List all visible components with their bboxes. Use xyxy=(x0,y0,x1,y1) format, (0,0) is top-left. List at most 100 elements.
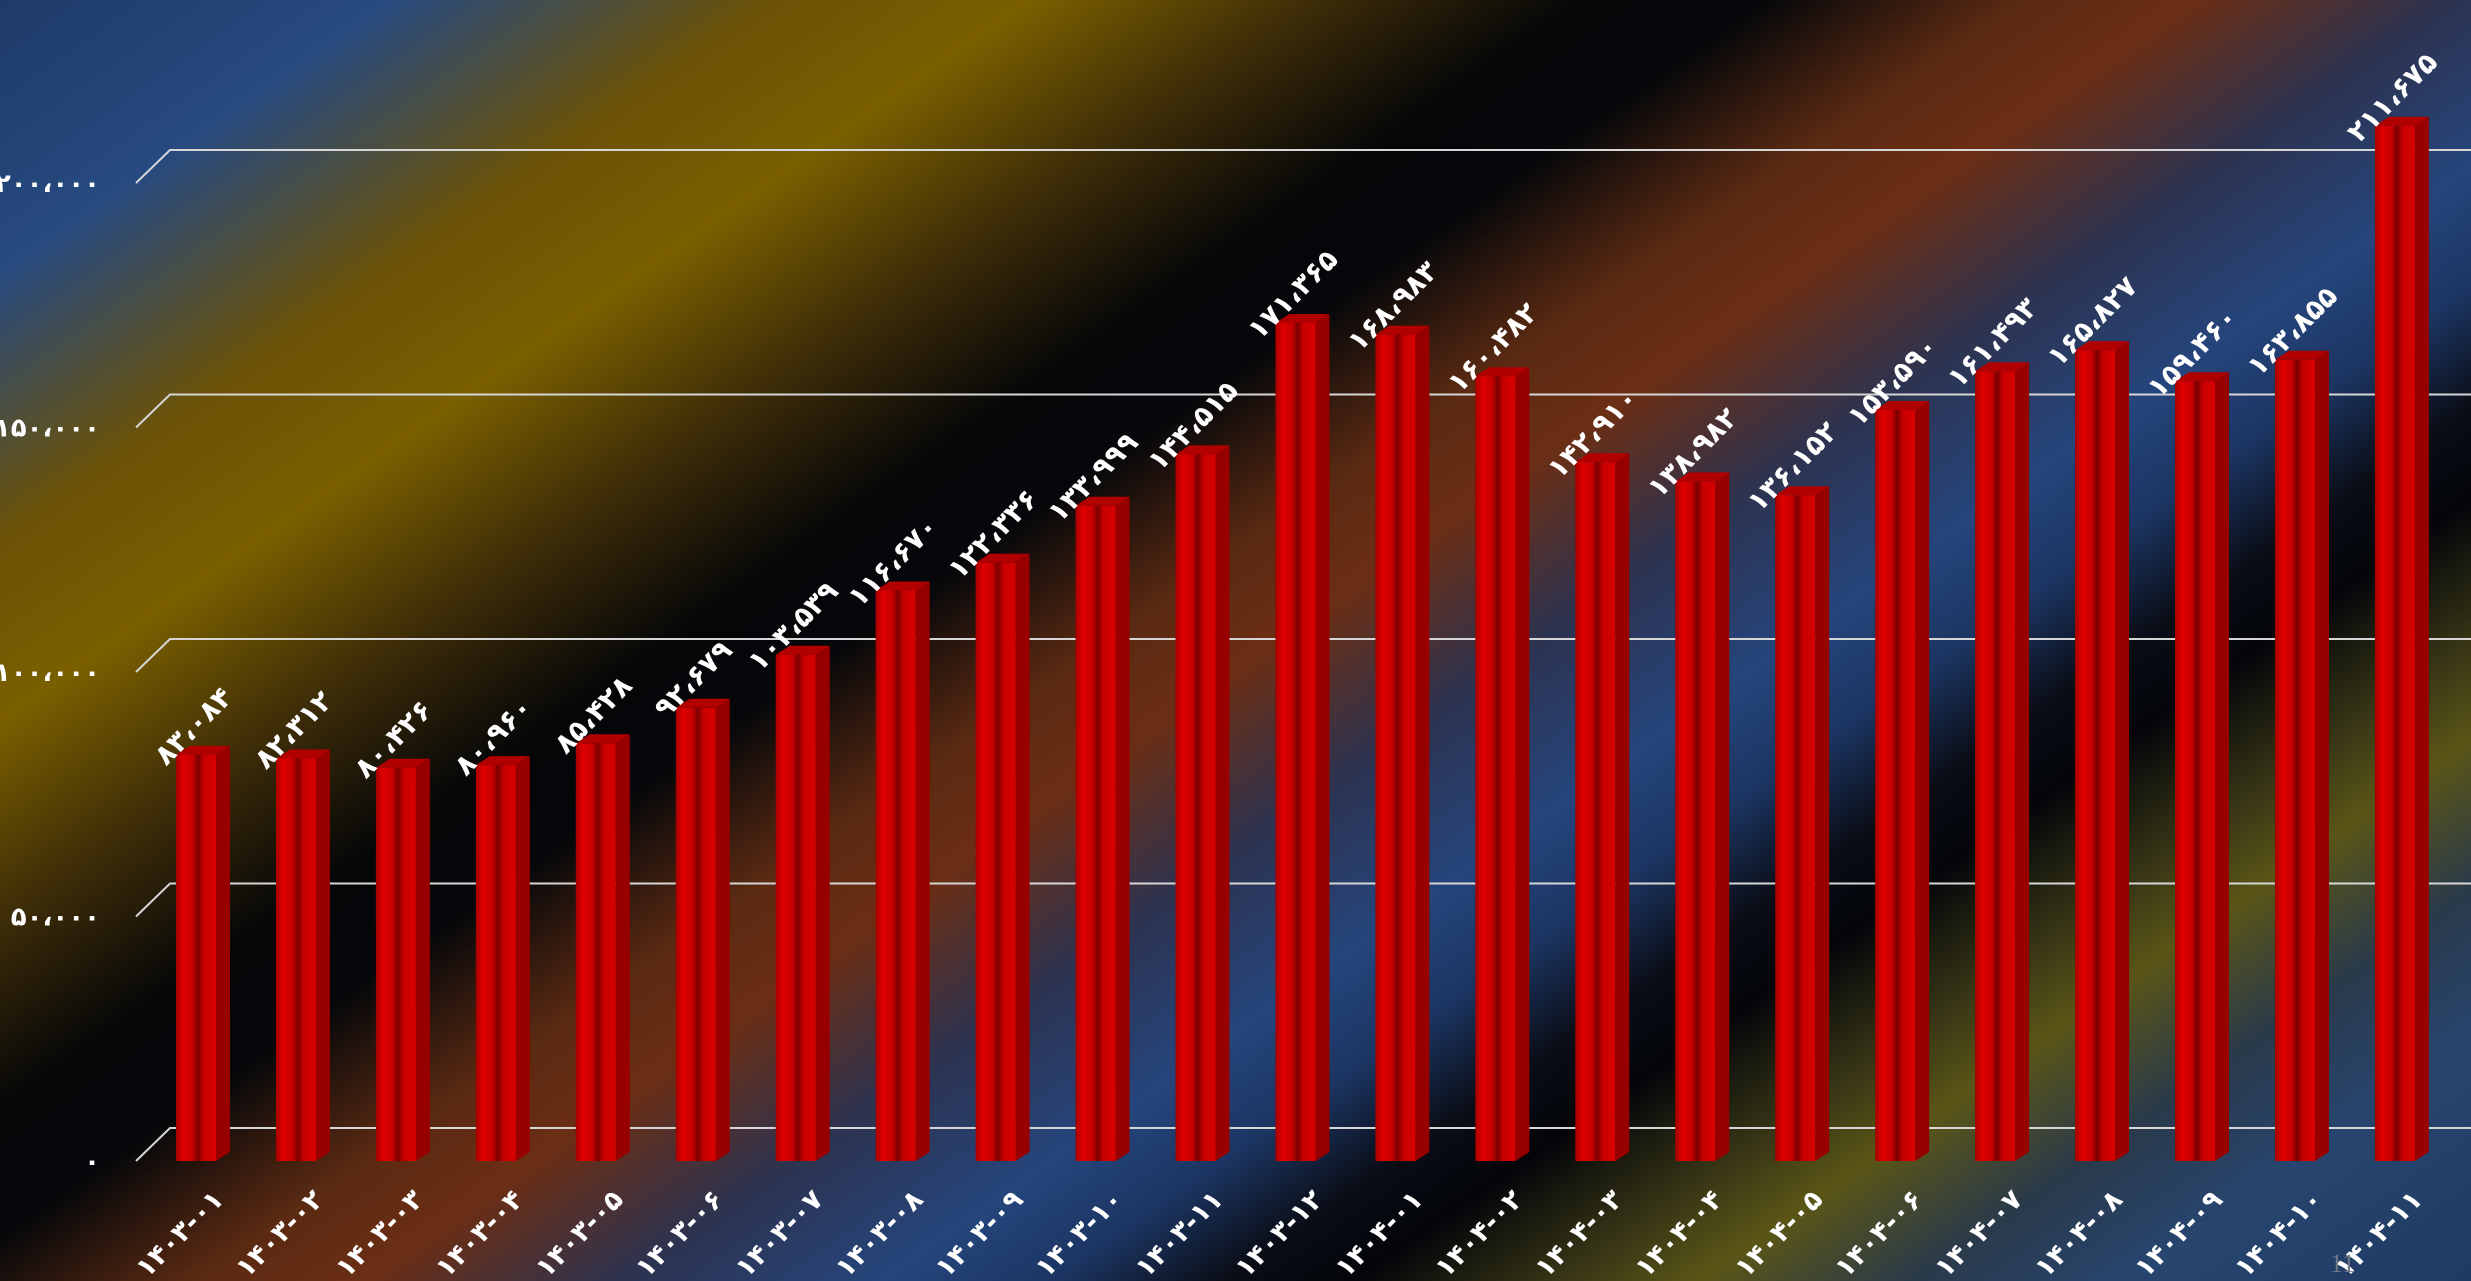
bar xyxy=(1275,314,1330,1161)
bar-top xyxy=(1775,486,1830,496)
y-tick-label: ۱۵۰،۰۰۰ xyxy=(0,414,100,444)
x-tick-label: ۱۴۰۳-۰۹ xyxy=(930,1184,1030,1281)
bar-top xyxy=(275,749,330,759)
bar xyxy=(275,749,330,1161)
bar-side xyxy=(615,734,630,1161)
x-tick-label: ۱۴۰۳-۰۲ xyxy=(230,1184,330,1281)
bar-side xyxy=(715,698,730,1161)
bar-side xyxy=(2015,362,2030,1162)
bar xyxy=(1775,486,1830,1162)
x-tick-label: ۱۴۰۴-۰۷ xyxy=(1929,1184,2029,1281)
bar xyxy=(2274,350,2329,1162)
bar-side xyxy=(1215,445,1230,1161)
bar-front xyxy=(2274,359,2315,1162)
bar xyxy=(2374,116,2429,1161)
bar-side xyxy=(1515,367,1530,1161)
y-axis: ۰ ۵۰،۰۰۰ ۱۰۰،۰۰۰ ۱۵۰،۰۰۰ ۲۰۰،۰۰۰ xyxy=(0,169,100,1177)
bar xyxy=(2175,372,2229,1161)
gridline xyxy=(135,393,2471,429)
y-tick-label: ۰ xyxy=(84,1147,100,1177)
bar xyxy=(375,758,430,1161)
bar-top xyxy=(775,645,830,655)
bar-top xyxy=(675,698,730,708)
bar-side xyxy=(1115,496,1130,1162)
slide-page-number: 11 xyxy=(2329,1249,2355,1278)
bar-top xyxy=(1975,362,2030,372)
x-tick-label: ۱۴۰۴-۰۶ xyxy=(1829,1184,1929,1281)
bar-front xyxy=(275,758,316,1161)
x-tick-label: ۱۴۰۴-۰۱ xyxy=(1330,1184,1430,1281)
bar-side xyxy=(1615,453,1630,1161)
bar xyxy=(1375,325,1430,1162)
x-tick-label: ۱۴۰۳-۰۷ xyxy=(730,1184,830,1281)
bar-front xyxy=(1375,334,1416,1162)
bar xyxy=(575,734,630,1161)
bar-front xyxy=(1175,454,1216,1161)
bar-top xyxy=(875,581,930,591)
bar-top xyxy=(1575,453,1630,463)
bar-top xyxy=(2274,350,2329,360)
bar-side xyxy=(1315,314,1330,1161)
bar-front xyxy=(176,754,216,1161)
bar-front xyxy=(1675,481,1716,1161)
gridline xyxy=(135,149,2471,184)
bar-top xyxy=(2075,341,2130,351)
x-tick-label: ۱۴۰۴-۰۵ xyxy=(1729,1184,1829,1281)
x-axis: ۱۴۰۳-۰۱ ۱۴۰۳-۰۲ ۱۴۰۳-۰۳ ۱۴۰۳-۰۴ ۱۴۰۳-۰۵ ۱۴۰۳-… xyxy=(130,1184,2429,1281)
bar-front xyxy=(1775,495,1816,1162)
bar xyxy=(1975,362,2030,1162)
bar-front xyxy=(1875,409,1916,1161)
x-tick-label: ۱۴۰۴-۰۹ xyxy=(2129,1184,2229,1281)
bar-front xyxy=(375,767,416,1161)
bar-top xyxy=(375,758,430,768)
bars xyxy=(176,116,2429,1162)
bar-top xyxy=(2175,372,2229,382)
bar-top xyxy=(176,745,230,755)
x-tick-label: ۱۴۰۳-۱۱ xyxy=(1130,1184,1230,1281)
bar xyxy=(2075,341,2130,1161)
bar-front xyxy=(1075,505,1116,1162)
bar-top xyxy=(475,756,530,766)
bar-side xyxy=(1815,486,1830,1162)
bar-side xyxy=(415,758,430,1161)
bar-top xyxy=(1275,314,1330,324)
x-tick-label: ۱۴۰۴-۰۳ xyxy=(1529,1184,1629,1281)
x-tick-label: ۱۴۰۳-۰۴ xyxy=(430,1184,530,1281)
bar-top xyxy=(975,553,1030,563)
bar-top xyxy=(1675,472,1730,482)
bar-front xyxy=(1975,371,2016,1162)
bar xyxy=(675,698,730,1161)
bar-front xyxy=(675,707,716,1161)
bar xyxy=(775,645,830,1161)
bar xyxy=(176,745,230,1161)
bar-front xyxy=(575,743,616,1161)
bar-top xyxy=(1875,400,1930,410)
bar xyxy=(1875,400,1930,1161)
x-tick-label: ۱۴۰۳-۰۸ xyxy=(830,1184,930,1281)
bar-front xyxy=(775,654,816,1161)
bar-top xyxy=(2374,116,2429,126)
bar-front xyxy=(975,562,1016,1161)
bar-top xyxy=(1375,325,1430,335)
bar xyxy=(1675,472,1730,1161)
bar-side xyxy=(1015,553,1030,1161)
bar-top xyxy=(575,734,630,744)
x-tick-label: ۱۴۰۴-۰۲ xyxy=(1429,1184,1529,1281)
bar-top xyxy=(1475,367,1530,377)
x-tick-label: ۱۴۰۳-۱۰ xyxy=(1030,1184,1130,1281)
x-tick-label: ۱۴۰۳-۰۳ xyxy=(330,1184,430,1281)
bar-side xyxy=(2115,341,2130,1161)
bar-side xyxy=(815,645,830,1161)
bar-side xyxy=(315,749,330,1161)
bar-side xyxy=(2215,372,2229,1161)
bar-side xyxy=(1415,325,1430,1162)
x-tick-label: ۱۴۰۳-۰۶ xyxy=(630,1184,730,1281)
y-tick-label: ۲۰۰،۰۰۰ xyxy=(0,169,100,199)
bar-side xyxy=(2314,350,2329,1162)
bar-side xyxy=(1915,400,1930,1161)
bar-front xyxy=(2075,350,2116,1161)
bar xyxy=(875,581,930,1161)
bar-front xyxy=(875,590,916,1161)
